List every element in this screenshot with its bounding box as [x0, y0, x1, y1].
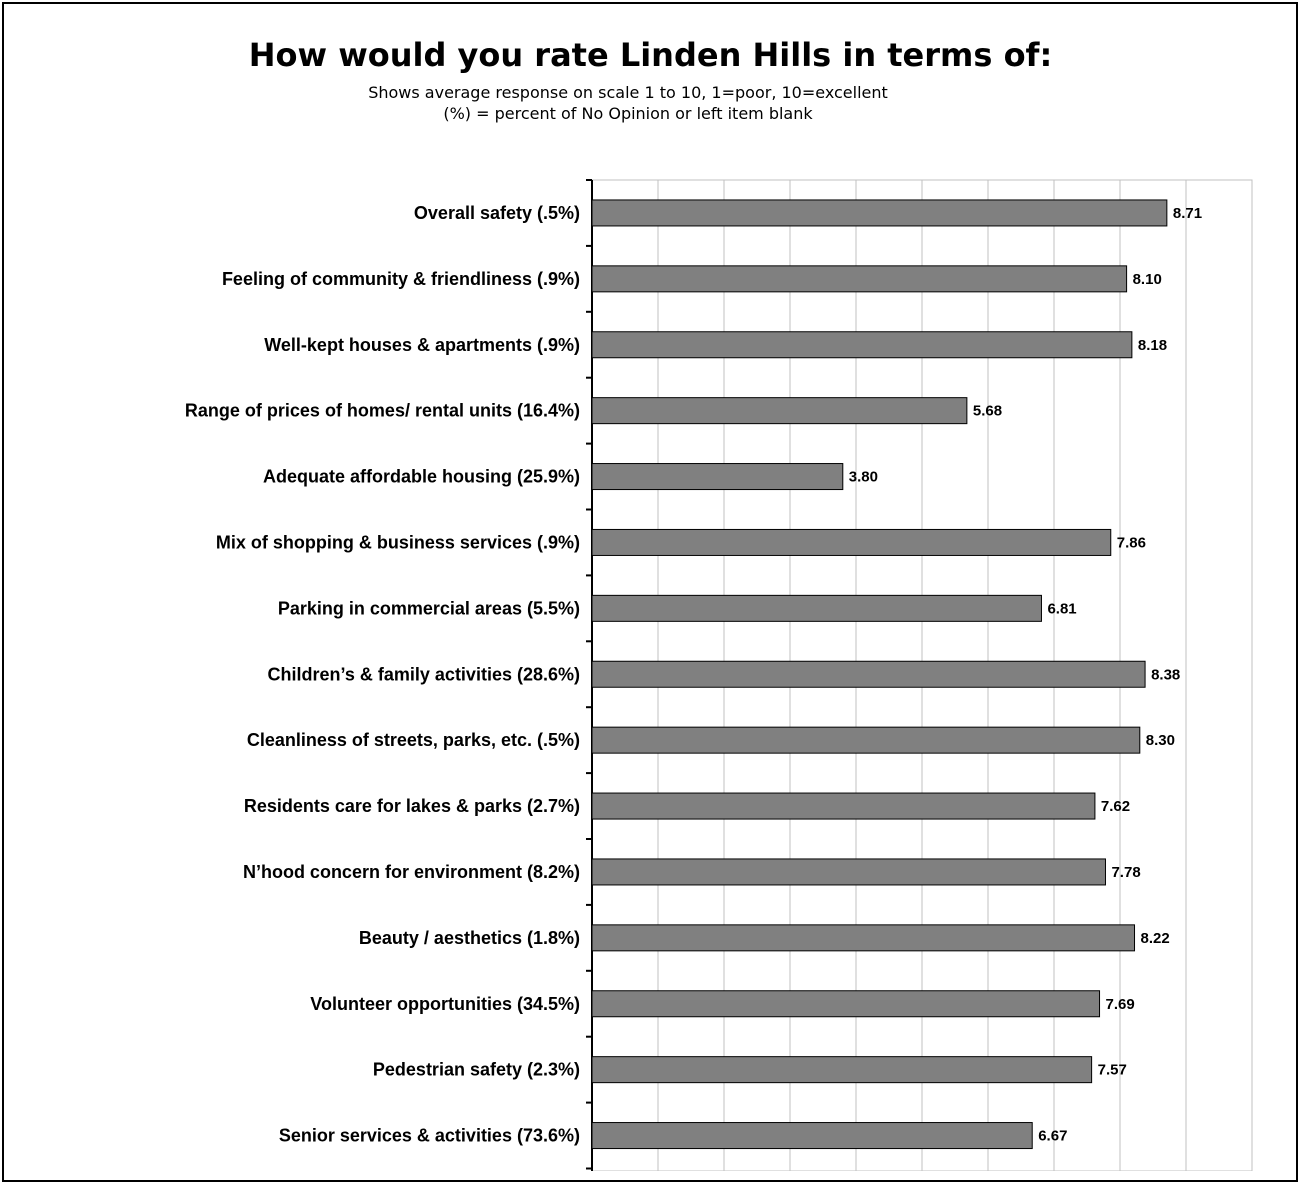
- category-label: Volunteer opportunities (34.5%): [310, 994, 580, 1014]
- bar: [591, 594, 1042, 622]
- bar: [591, 1056, 1093, 1084]
- data-label: 8.18: [1138, 337, 1167, 354]
- bar: [591, 990, 1101, 1018]
- data-label: 7.86: [1117, 534, 1146, 551]
- data-label: 7.69: [1106, 996, 1135, 1013]
- category-label: Parking in commercial areas (5.5%): [278, 598, 580, 618]
- data-label: 6.67: [1038, 1128, 1067, 1145]
- data-label: 7.78: [1111, 864, 1140, 881]
- data-label: 6.81: [1047, 600, 1076, 617]
- bar: [591, 924, 1136, 952]
- category-label: Overall safety (.5%): [414, 203, 580, 223]
- plot-area: 8.71 Overall safety (.5%) 8.10 Feeling of c…: [185, 179, 1253, 1171]
- category-label: Feeling of community & friendliness (.9%…: [222, 269, 580, 289]
- bar: [591, 199, 1168, 227]
- category-label: N’hood concern for environment (8.2%): [243, 862, 580, 882]
- category-label: Mix of shopping & business services (.9%…: [216, 532, 580, 552]
- bar: [591, 528, 1112, 556]
- data-label: 7.62: [1101, 798, 1130, 815]
- chart-subtitle-line-1: Shows average response on scale 1 to 10,…: [368, 83, 888, 102]
- category-label: Residents care for lakes & parks (2.7%): [244, 796, 580, 816]
- data-label: 7.57: [1098, 1062, 1127, 1079]
- bar: [591, 792, 1096, 820]
- category-label: Pedestrian safety (2.3%): [373, 1060, 580, 1080]
- category-label: Well-kept houses & apartments (.9%): [264, 335, 580, 355]
- category-label: Adequate affordable housing (25.9%): [263, 467, 580, 487]
- bar: [591, 726, 1141, 754]
- data-label: 8.22: [1141, 930, 1170, 947]
- category-label: Beauty / aesthetics (1.8%): [359, 928, 580, 948]
- bar: [591, 660, 1146, 688]
- bar: [591, 265, 1128, 293]
- bar: [591, 858, 1106, 886]
- bar: [591, 397, 968, 425]
- data-label: 8.10: [1133, 271, 1162, 288]
- bar: [591, 331, 1133, 359]
- category-label: Children’s & family activities (28.6%): [268, 664, 580, 684]
- category-label: Range of prices of homes/ rental units (…: [185, 401, 580, 421]
- data-label: 8.30: [1146, 732, 1175, 749]
- category-label: Cleanliness of streets, parks, etc. (.5%…: [247, 730, 580, 750]
- chart-title: How would you rate Linden Hills in terms…: [248, 36, 1053, 74]
- category-label: Senior services & activities (73.6%): [279, 1126, 580, 1146]
- data-label: 8.71: [1173, 205, 1202, 222]
- data-label: 5.68: [973, 403, 1002, 420]
- data-label: 3.80: [849, 469, 878, 486]
- bar: [591, 1122, 1033, 1150]
- chart-subtitle-line-2: (%) = percent of No Opinion or left item…: [443, 104, 813, 123]
- bar: [591, 463, 844, 491]
- data-label: 8.38: [1151, 666, 1180, 683]
